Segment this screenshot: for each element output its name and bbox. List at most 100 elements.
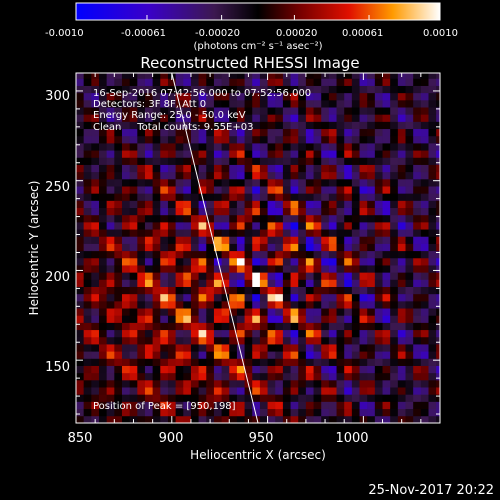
heatmap-cell [344,78,353,86]
heatmap-cell [183,121,192,130]
heatmap-cell [267,315,276,323]
heatmap-cell [106,128,115,137]
heatmap-cell [76,329,85,338]
heatmap-cell [374,336,383,345]
heatmap-cell [290,171,299,180]
heatmap-cell [137,193,146,201]
heatmap-cell [91,128,100,137]
heatmap-cell [160,408,169,417]
heatmap-cell [229,365,238,374]
heatmap-cell [282,143,291,151]
heatmap-cell [436,300,440,309]
heatmap-cell [221,221,230,230]
heatmap-cell [420,92,429,101]
heatmap-cell [336,78,345,86]
heatmap-cell [183,272,192,280]
heatmap-cell [229,128,238,137]
heatmap-cell [313,257,322,266]
heatmap-cell [144,279,154,287]
heatmap-cell [275,150,284,158]
heatmap-cell [213,279,222,287]
heatmap-cell [183,329,192,338]
heatmap-cell [129,401,138,410]
heatmap-cell [267,214,276,223]
heatmap-cell [336,150,345,158]
heatmap-cell [175,221,184,230]
heatmap-cell [160,99,169,108]
heatmap-cell [175,92,184,101]
heatmap-cell [420,394,429,402]
heatmap-cell [374,207,383,216]
heatmap-cell [236,221,245,230]
heatmap-cell [160,186,169,194]
heatmap-cell [351,186,360,194]
heatmap-cell [213,358,222,366]
heatmap-cell [313,73,322,79]
heatmap-cell [428,272,437,280]
heatmap-cell [374,415,383,423]
heatmap-cell [405,372,414,381]
heatmap-cell [244,293,253,302]
heatmap-cell [359,78,368,86]
heatmap-cell [382,372,391,381]
heatmap-cell [76,85,85,94]
heatmap-cell [382,401,391,410]
heatmap-cell [275,92,284,101]
heatmap-cell [121,329,131,338]
heatmap-cell [282,150,291,158]
heatmap-cell [106,272,115,280]
heatmap-cell [328,214,337,223]
heatmap-cell [290,308,299,316]
heatmap-cell [114,221,123,230]
heatmap-cell [351,193,360,201]
heatmap-cell [144,150,154,158]
heatmap-cell [367,286,376,295]
heatmap-cell [420,265,429,273]
heatmap-cell [275,387,284,395]
heatmap-cell [121,143,131,151]
heatmap-cell [190,229,200,237]
heatmap-cell [98,365,108,374]
heatmap-cell [298,351,307,359]
heatmap-cell [183,286,192,295]
heatmap-cell [252,107,261,115]
heatmap-cell [359,128,368,137]
heatmap-cell [321,379,330,388]
heatmap-cell [275,207,284,216]
heatmap-cell [121,308,131,316]
heatmap-cell [328,164,337,173]
heatmap-cell [152,286,161,295]
heatmap-cell [405,193,414,201]
heatmap-cell [252,121,261,130]
heatmap-cell [436,92,440,101]
heatmap-cell [198,121,207,130]
heatmap-cell [436,315,440,323]
heatmap-cell [221,315,230,323]
heatmap-cell [213,114,222,122]
heatmap-cell [76,336,85,345]
heatmap-cell [129,92,138,101]
heatmap-cell [405,365,414,374]
heatmap-cell [91,329,100,338]
heatmap-cell [183,265,192,273]
heatmap-cell [290,279,299,287]
heatmap-cell [160,322,169,331]
heatmap-cell [374,372,383,381]
heatmap-cell [206,128,215,137]
heatmap-cell [114,85,123,94]
heatmap-cell [175,286,184,295]
heatmap-cell [420,272,429,280]
heatmap-cell [252,315,261,323]
heatmap-cell [206,78,215,86]
heatmap-cell [129,157,138,165]
heatmap-cell [121,408,131,417]
heatmap-cell [367,200,376,209]
heatmap-cell [91,207,100,216]
heatmap-cell [91,365,100,374]
heatmap-cell [229,171,238,180]
heatmap-cell [436,322,440,331]
heatmap-cell [221,121,230,130]
heatmap-cell [397,308,406,316]
heatmap-cell [413,78,422,86]
heatmap-cell [397,243,406,252]
